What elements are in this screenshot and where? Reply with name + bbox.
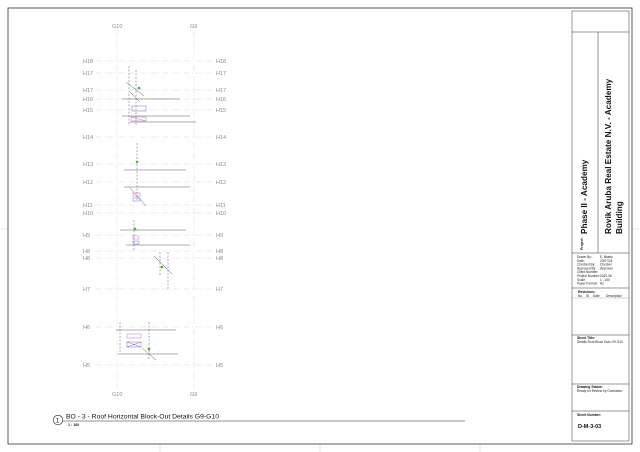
view-title: 1 BO - 3 - Roof Horizontal Block-Out Det… bbox=[52, 414, 465, 427]
svg-text:H16: H16 bbox=[83, 97, 93, 103]
grid-row-labels-left: H18 H17 H17 H16 H15 H14 H13 H12 H11 H10 … bbox=[83, 59, 93, 369]
title-field-label: Checked By: bbox=[577, 263, 595, 267]
title-field-value: 2020-06 bbox=[600, 274, 612, 278]
drawing-status: Ready for Review by Contractor bbox=[577, 389, 623, 393]
green-markers bbox=[133, 86, 164, 351]
revision-columns: No. ID Date Description bbox=[578, 294, 622, 298]
title-fields: Drawn By: E. Bastio Date: 20/07/24 Checked B… bbox=[577, 255, 614, 286]
svg-text:H8: H8 bbox=[83, 249, 90, 255]
grid-col-g9-top: G9 bbox=[190, 24, 197, 30]
drawing-status-label: Drawing Status: bbox=[577, 385, 603, 389]
svg-text:H13: H13 bbox=[83, 162, 93, 168]
grid-row-labels-right: H18 H17 H17 H16 H15 H14 H13 H12 H11 H10 … bbox=[216, 59, 226, 369]
title-block bbox=[571, 10, 630, 442]
svg-text:H17: H17 bbox=[216, 71, 226, 77]
revisions-label: Revisions: bbox=[578, 290, 595, 294]
svg-text:H18: H18 bbox=[83, 59, 93, 65]
svg-text:H8: H8 bbox=[216, 249, 223, 255]
client-name-line2: Building bbox=[615, 201, 624, 234]
svg-text:H5: H5 bbox=[83, 363, 90, 369]
block-out-details bbox=[116, 66, 196, 361]
sheet-title-label: Sheet Title: bbox=[577, 336, 595, 340]
title-field-value: Checker bbox=[600, 263, 613, 267]
svg-text:H7: H7 bbox=[216, 287, 223, 293]
title-field-label: Date: bbox=[577, 259, 585, 263]
svg-text:H14: H14 bbox=[83, 135, 93, 141]
title-field-label: Drawn By: bbox=[577, 255, 592, 259]
svg-text:No.: No. bbox=[578, 294, 583, 298]
view-scale: 1 : 100 bbox=[68, 423, 79, 427]
project-label: Project: bbox=[580, 237, 584, 250]
sheet-title: Details Roof Block Outs G9-G10 bbox=[577, 340, 623, 344]
svg-text:Description: Description bbox=[606, 294, 622, 298]
svg-text:H14: H14 bbox=[216, 135, 226, 141]
svg-text:H12: H12 bbox=[216, 180, 226, 186]
title-field-value: 1 : 100 bbox=[600, 278, 610, 282]
grid-col-g10-bottom: G10 bbox=[112, 392, 122, 398]
title-field-value: Approver bbox=[600, 266, 614, 270]
svg-text:H11: H11 bbox=[83, 203, 93, 209]
svg-text:H9: H9 bbox=[83, 233, 90, 239]
svg-text:H11: H11 bbox=[216, 203, 226, 209]
client-name-line: Rovik Aruba Real Estate N.V. - Academy bbox=[604, 78, 613, 234]
title-field-label: Approved By: bbox=[577, 266, 596, 270]
svg-text:H10: H10 bbox=[216, 211, 226, 217]
svg-text:H8: H8 bbox=[83, 256, 90, 262]
title-field-label: Client Number: bbox=[577, 270, 598, 274]
grid-columns bbox=[116, 32, 195, 388]
sheet-number-label: Sheet Number: bbox=[577, 413, 601, 417]
svg-text:ID: ID bbox=[586, 294, 590, 298]
sheet-number: D-M-3-03 bbox=[578, 424, 601, 430]
svg-text:H7: H7 bbox=[83, 287, 90, 293]
title-field-label: Paper Format: bbox=[577, 282, 597, 286]
svg-text:H17: H17 bbox=[83, 71, 93, 77]
svg-text:H6: H6 bbox=[83, 325, 90, 331]
view-title-text: BO - 3 - Roof Horizontal Block-Out Detai… bbox=[66, 414, 219, 421]
svg-text:H6: H6 bbox=[216, 325, 223, 331]
svg-text:H15: H15 bbox=[216, 108, 226, 114]
view-number: 1 bbox=[56, 418, 60, 425]
grid-col-g9-bottom: G9 bbox=[190, 392, 197, 398]
svg-text:H18: H18 bbox=[216, 59, 226, 65]
svg-text:H10: H10 bbox=[83, 211, 93, 217]
svg-text:H17: H17 bbox=[83, 88, 93, 94]
svg-text:H9: H9 bbox=[216, 233, 223, 239]
svg-text:H13: H13 bbox=[216, 162, 226, 168]
project-name: Phase II - Academy bbox=[580, 159, 589, 234]
title-field-value: 20/07/24 bbox=[600, 259, 613, 263]
svg-text:H8: H8 bbox=[216, 256, 223, 262]
svg-text:H12: H12 bbox=[83, 180, 93, 186]
title-field-label: Scale: bbox=[577, 278, 586, 282]
title-field-value: A1 bbox=[600, 282, 604, 286]
title-field-value: E. Bastio bbox=[600, 255, 613, 259]
sheet-border bbox=[7, 7, 633, 445]
svg-text:H17: H17 bbox=[216, 88, 226, 94]
svg-text:H16: H16 bbox=[216, 97, 226, 103]
grid-rows bbox=[96, 60, 214, 366]
title-field-label: Project Number: bbox=[577, 274, 600, 278]
svg-text:Date: Date bbox=[593, 294, 600, 298]
svg-text:H15: H15 bbox=[83, 108, 93, 114]
grid-col-g10-top: G10 bbox=[112, 24, 122, 30]
svg-text:H5: H5 bbox=[216, 363, 223, 369]
